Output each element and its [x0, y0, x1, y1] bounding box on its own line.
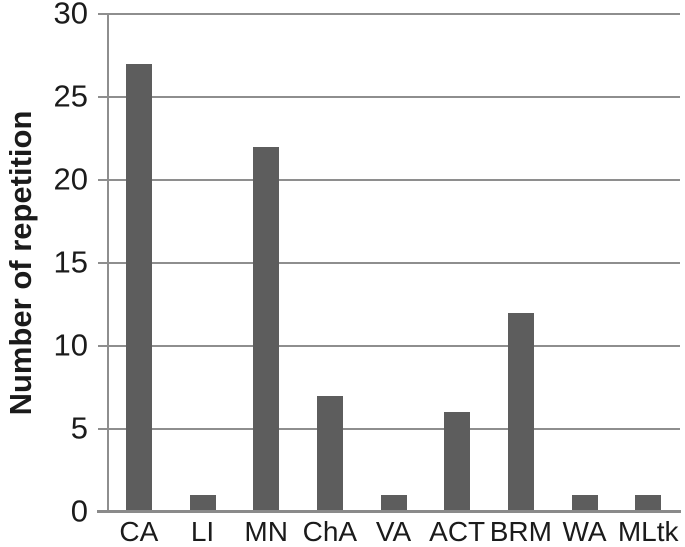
gridline-10: [107, 345, 680, 347]
x-axis-line: [97, 510, 681, 513]
gridline-15: [107, 262, 680, 264]
plot-area: [107, 13, 680, 512]
y-tick-label-0: 0: [70, 493, 88, 529]
x-tick-label-MN: MN: [244, 516, 288, 547]
bar-MN: [253, 146, 280, 512]
bar-MLtk: [635, 495, 662, 512]
x-tick-label-WA: WA: [562, 516, 607, 547]
x-tick-label-LI: LI: [190, 516, 215, 547]
bar-ACT: [444, 412, 471, 512]
y-tick-label-5: 5: [70, 410, 88, 446]
x-tick-label-MLtk: MLtk: [617, 516, 679, 547]
y-axis-line: [107, 13, 109, 513]
bar-WA: [571, 495, 598, 512]
gridline-25: [107, 96, 680, 98]
y-tick-20: [98, 179, 108, 181]
gridline-30: [107, 13, 680, 15]
y-tick-5: [98, 428, 108, 430]
bar-CA: [125, 63, 152, 512]
y-tick-10: [98, 345, 108, 347]
gridline-5: [107, 428, 680, 430]
x-tick-label-VA: VA: [375, 516, 412, 547]
x-tick-label-BRM: BRM: [489, 516, 552, 547]
y-tick-label-25: 25: [53, 78, 88, 114]
gridline-20: [107, 179, 680, 181]
y-tick-30: [98, 13, 108, 15]
y-tick-15: [98, 262, 108, 264]
y-tick-label-20: 20: [53, 161, 88, 197]
y-tick-label-10: 10: [53, 327, 88, 363]
bar-LI: [189, 495, 216, 512]
x-tick-label-CA: CA: [119, 516, 159, 547]
bar-ChA: [316, 395, 343, 512]
y-tick-label-30: 30: [53, 0, 88, 31]
y-tick-25: [98, 96, 108, 98]
x-tick-label-ChA: ChA: [302, 516, 358, 547]
bar-VA: [380, 495, 407, 512]
y-tick-label-15: 15: [53, 244, 88, 280]
x-tick-label-ACT: ACT: [429, 516, 486, 547]
bar-BRM: [507, 312, 534, 512]
